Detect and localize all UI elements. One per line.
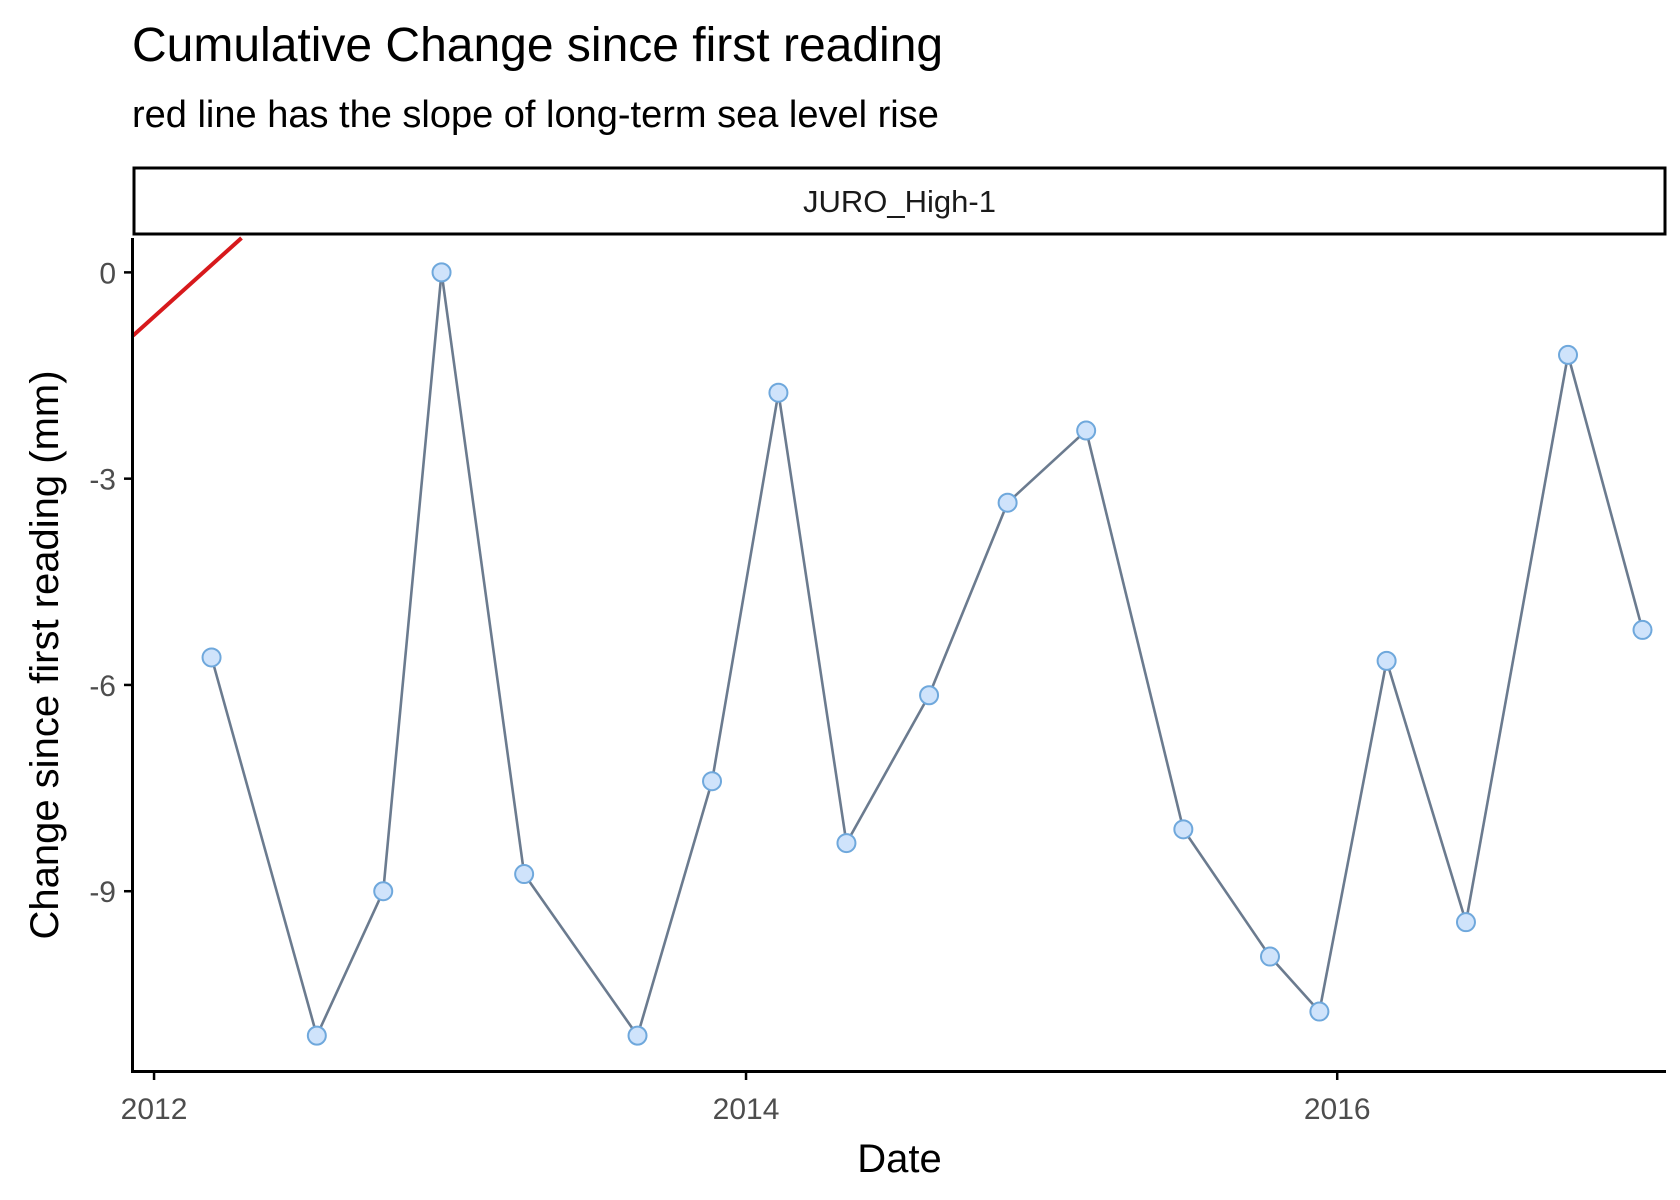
series-segment — [777, 392, 848, 844]
y-tick-label: -3 — [89, 464, 116, 497]
series-segment — [1269, 955, 1321, 1013]
facet-strip — [132, 166, 1667, 236]
data-point — [1455, 912, 1476, 933]
series-segment — [1182, 828, 1272, 958]
y-tick-label: 0 — [99, 257, 116, 290]
series-segment — [440, 272, 526, 875]
x-ticks: 2012 2014 2016 — [121, 1072, 1371, 1126]
y-ticks: 0 -3 -6 -9 — [89, 257, 132, 909]
y-tick-label: -6 — [89, 670, 116, 703]
data-point — [1376, 650, 1397, 671]
data-point — [514, 864, 535, 885]
series-segment — [210, 657, 319, 1036]
data-point — [306, 1025, 327, 1046]
series-segment — [1006, 429, 1088, 504]
series-segment — [315, 890, 385, 1037]
chart-title: Cumulative Change since first reading — [132, 19, 944, 72]
data-point — [702, 771, 723, 792]
series-segment — [927, 502, 1009, 696]
facet-strip-label: JURO_High-1 — [803, 184, 996, 219]
data-point — [431, 262, 452, 283]
data-point — [1259, 946, 1280, 967]
data-point — [997, 492, 1018, 513]
x-tick-label: 2016 — [1304, 1093, 1371, 1126]
series-segment — [1084, 430, 1185, 830]
data-point — [1309, 1001, 1330, 1022]
data-point — [373, 881, 394, 902]
data-point — [1632, 619, 1653, 640]
y-tick-label: -9 — [89, 876, 116, 909]
data-point — [1173, 819, 1194, 840]
series-segment — [523, 873, 639, 1037]
data-point — [919, 685, 940, 706]
x-tick-label: 2012 — [121, 1093, 188, 1126]
series-segment — [1566, 354, 1644, 631]
series-segment — [710, 392, 780, 782]
data-point — [1558, 344, 1579, 365]
series-segment — [636, 780, 714, 1036]
trend-layer — [132, 236, 243, 338]
x-tick-label: 2014 — [713, 1093, 780, 1126]
data-point — [836, 833, 857, 854]
series-segment — [381, 272, 443, 892]
data-point — [201, 647, 222, 668]
x-axis-title: Date — [857, 1137, 942, 1181]
data-point — [627, 1025, 648, 1046]
series-segment — [845, 694, 931, 844]
reference-trend-line — [132, 236, 243, 338]
data-point — [768, 382, 789, 403]
series-segment — [1385, 660, 1468, 923]
series-layer — [210, 272, 1644, 1037]
data-point — [1076, 420, 1097, 441]
series-segment — [1318, 660, 1388, 1012]
y-axis-title: Change since first reading (mm) — [23, 370, 67, 939]
points-layer — [201, 262, 1653, 1046]
series-segment — [1464, 354, 1570, 923]
chart-subtitle: red line has the slope of long-term sea … — [132, 94, 939, 136]
